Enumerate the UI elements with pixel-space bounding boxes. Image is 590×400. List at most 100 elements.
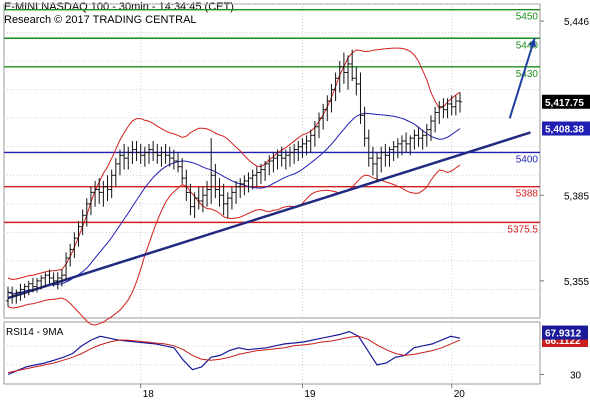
ohlc-bar [146, 143, 151, 164]
ohlc-bar [188, 183, 193, 216]
ohlc-bar [234, 180, 239, 204]
level-label: 5400 [516, 154, 539, 165]
ohlc-bar [213, 163, 218, 199]
ohlc-bar [287, 146, 292, 167]
level-label: 5388 [516, 189, 539, 200]
ohlc-bar [333, 72, 338, 102]
ohlc-bar [250, 169, 255, 190]
ma-price-tag: 5,408.38 [545, 125, 584, 136]
x-tick-label: 18 [143, 389, 155, 400]
projection-arrow-head [528, 38, 536, 48]
ohlc-bar [105, 175, 110, 201]
ohlc-bar [283, 149, 288, 170]
ohlc-bar [296, 141, 301, 161]
ohlc-bar [196, 186, 201, 210]
ohlc-bar [6, 286, 10, 307]
ohlc-bar [72, 232, 77, 259]
ohlc-bar [130, 141, 135, 164]
ohlc-bar [64, 252, 69, 281]
ohlc-bar [370, 146, 375, 176]
ohlc-bar [404, 132, 409, 153]
ohlc-bar [10, 286, 15, 304]
level-label: 5450 [516, 12, 539, 23]
ohlc-bar [458, 92, 462, 113]
ohlc-bar [304, 135, 309, 156]
ohlc-bar [238, 178, 243, 199]
ohlc-bar [221, 183, 226, 216]
ohlc-bar [337, 61, 342, 93]
ohlc-bar [292, 143, 297, 164]
ohlc-bar [279, 146, 284, 167]
ohlc-bar [101, 180, 106, 207]
ohlc-bar [80, 209, 85, 236]
rsi-value-tag: 67.9312 [545, 329, 582, 340]
ohlc-bar [271, 152, 276, 173]
ohlc-bar [312, 121, 317, 147]
ohlc-bar [200, 186, 205, 213]
ohlc-bar [254, 166, 259, 187]
ohlc-bar [14, 289, 19, 304]
rsi-panel-title: RSI14 - 9MA [6, 327, 64, 338]
ohlc-bar [109, 169, 114, 199]
ohlc-bar [399, 135, 404, 156]
ohlc-bar [391, 141, 396, 161]
moving-average-line [7, 112, 461, 295]
ohlc-bar [209, 138, 214, 204]
ohlc-bar [122, 143, 127, 170]
ohlc-bar [428, 115, 433, 142]
level-label: 5430 [516, 69, 539, 80]
ohlc-bar [163, 143, 168, 164]
ohlc-bar [68, 243, 73, 267]
ohlc-bar [171, 149, 176, 170]
bollinger-upper-band [7, 47, 461, 281]
ohlc-bar [358, 72, 363, 124]
ohlc-bar [93, 180, 98, 207]
ohlc-bar [159, 146, 164, 167]
ohlc-bar [441, 98, 446, 119]
ohlc-bar [433, 106, 438, 133]
ohlc-bar [263, 161, 268, 181]
ohlc-bar [362, 106, 367, 147]
ohlc-bar [354, 66, 359, 96]
ohlc-bar [167, 146, 172, 167]
ohlc-bar [26, 280, 31, 296]
ohlc-bar [242, 175, 247, 196]
ma-price-tag-bg [542, 121, 590, 136]
ohlc-bar [383, 143, 388, 167]
ohlc-bar [35, 278, 40, 293]
ohlc-bar [267, 155, 272, 176]
ohlc-bar [341, 52, 346, 84]
rsi-panel-frame [3, 321, 541, 385]
ohlc-bar [205, 180, 210, 207]
ohlc-bar [412, 129, 417, 150]
ohlc-bar [217, 178, 222, 207]
ohlc-bar [76, 220, 81, 247]
ohlc-bar [43, 272, 48, 287]
ohlc-bar [117, 149, 122, 176]
ohlc-bar [416, 126, 421, 147]
ohlc-bar [30, 278, 35, 293]
y-tick-label: 5,385 [564, 191, 589, 202]
rsi-ma-line [7, 335, 461, 374]
rsi-line [7, 330, 461, 376]
ohlc-bar [142, 146, 147, 167]
ohlc-bar [325, 95, 330, 122]
ohlc-bar [300, 138, 305, 159]
y-tick-label: 5,446 [564, 17, 589, 28]
ohlc-bar [379, 146, 384, 173]
x-tick-label: 20 [454, 389, 466, 400]
ohlc-bar [39, 275, 44, 290]
level-label: 5375.5 [507, 224, 538, 235]
ohlc-bar [134, 141, 139, 161]
ohlc-bar [88, 186, 93, 216]
trendline [7, 131, 531, 300]
ohlc-bar [346, 55, 351, 90]
x-tick-label: 19 [304, 389, 316, 400]
ohlc-bar [18, 283, 23, 301]
ohlc-bar [155, 143, 160, 164]
ohlc-bar [366, 129, 371, 167]
ohlc-bar [424, 123, 429, 147]
rsi-ma-tag: 66.1122 [545, 336, 581, 347]
ohlc-bar [22, 283, 27, 299]
